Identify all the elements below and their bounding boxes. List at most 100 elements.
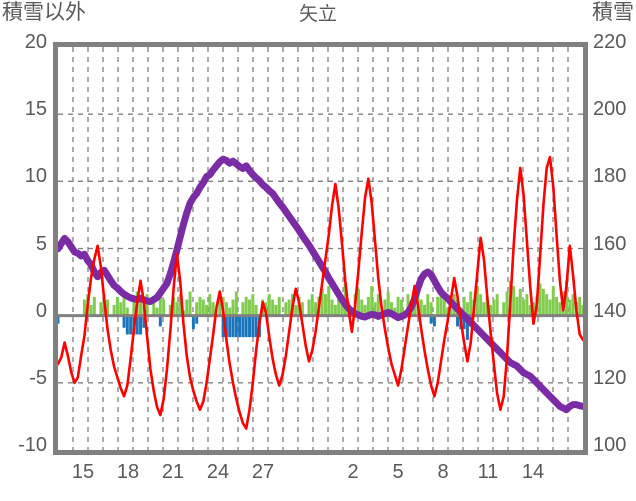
bar-2-150 xyxy=(551,286,555,316)
bar-2-65 xyxy=(271,299,275,316)
bar-2-29 xyxy=(152,299,156,316)
bar-3-52 xyxy=(228,315,232,338)
y-axis-tick-4: 0 xyxy=(35,299,47,322)
bar-2-11 xyxy=(92,296,96,316)
bar-2-138 xyxy=(512,286,516,316)
x-axis-tick-4: 27 xyxy=(251,461,275,483)
bar-2-149 xyxy=(548,299,552,316)
bar-2-18 xyxy=(115,296,119,316)
plot-area xyxy=(53,42,588,455)
bar-2-74 xyxy=(300,302,304,316)
bar-2-118 xyxy=(446,307,450,316)
bar-2-148 xyxy=(545,294,549,316)
bar-2-66 xyxy=(274,304,278,316)
bar-2-64 xyxy=(267,294,271,316)
bar-2-156 xyxy=(571,294,575,316)
bar-3-21 xyxy=(125,315,129,335)
bar-3-114 xyxy=(432,315,436,327)
bar-3-121 xyxy=(456,315,460,327)
bar-2-8 xyxy=(82,299,86,316)
y-axis-tick-6: -10 xyxy=(18,434,47,456)
bar-2-154 xyxy=(565,280,568,316)
x-axis-tick-5: 2 xyxy=(347,461,359,483)
y2-axis-tick-4: 140 xyxy=(593,299,627,322)
bar-3-24 xyxy=(135,315,139,335)
bar-2-47 xyxy=(211,302,215,316)
bar-2-136 xyxy=(505,291,509,316)
bar-2-72 xyxy=(294,304,298,316)
bar-3-124 xyxy=(465,315,469,340)
bar-2-141 xyxy=(522,299,526,316)
bar-2-143 xyxy=(528,304,532,316)
bar-2-119 xyxy=(449,302,453,316)
bar-3-41 xyxy=(191,315,195,330)
bar-2-142 xyxy=(525,294,529,316)
bar-3-51 xyxy=(224,315,228,338)
bar-2-158 xyxy=(578,296,582,316)
bar-3-26 xyxy=(142,315,146,328)
bar-2-30 xyxy=(155,307,159,316)
bar-2-113 xyxy=(429,302,433,316)
y-axis-tick-3: 5 xyxy=(35,232,47,255)
bar-2-100 xyxy=(386,291,390,316)
bar-2-78 xyxy=(314,302,318,316)
bar-2-70 xyxy=(287,299,291,316)
bar-2-54 xyxy=(234,291,238,316)
right-axis-title: 積雪 xyxy=(592,1,634,24)
bar-2-131 xyxy=(489,304,493,316)
bar-2-128 xyxy=(479,294,483,316)
bar-2-140 xyxy=(518,288,522,316)
bar-3-60 xyxy=(254,315,258,338)
plot-inner xyxy=(58,47,583,450)
y2-axis-tick-0: 220 xyxy=(593,31,627,53)
bar-3-31 xyxy=(158,315,162,327)
series-line-0 xyxy=(58,155,583,414)
bar-2-146 xyxy=(538,283,542,316)
y-axis-tick-1: 15 xyxy=(24,98,47,121)
bar-2-36 xyxy=(175,302,179,316)
bar-2-93 xyxy=(363,304,367,316)
bar-2-97 xyxy=(376,294,380,316)
bar-2-69 xyxy=(284,302,288,316)
bar-3-42 xyxy=(195,315,199,324)
bar-2-106 xyxy=(406,294,410,316)
line-series-layer xyxy=(58,155,583,430)
y2-axis-tick-1: 200 xyxy=(593,98,627,121)
bar-2-67 xyxy=(277,296,281,316)
bar-2-155 xyxy=(568,299,572,316)
bar-2-40 xyxy=(188,291,192,316)
bar-2-25 xyxy=(139,296,143,316)
bar-2-103 xyxy=(396,296,400,316)
bar-2-34 xyxy=(168,304,172,316)
y2-axis-tick-6: 100 xyxy=(593,434,627,456)
bar-2-86 xyxy=(340,296,344,316)
bar-2-117 xyxy=(442,299,446,316)
bar-3-53 xyxy=(231,315,235,338)
x-axis-tick-7: 8 xyxy=(437,461,449,483)
bar-2-92 xyxy=(360,299,364,316)
bar-3-113 xyxy=(429,315,433,324)
bar-2-52 xyxy=(228,307,232,316)
bar-2-44 xyxy=(201,299,205,316)
x-axis-tick-8: 11 xyxy=(477,461,499,483)
bar-2-43 xyxy=(198,296,202,316)
bar-2-76 xyxy=(307,299,311,316)
x-axis-tick-0: 15 xyxy=(71,461,95,483)
bar-3-20 xyxy=(122,315,126,328)
y2-axis-tick-2: 180 xyxy=(593,165,627,188)
bar-2-82 xyxy=(327,286,331,316)
bar-2-110 xyxy=(419,299,423,316)
bar-2-123 xyxy=(462,296,466,316)
bar-2-84 xyxy=(333,304,337,316)
bar-2-95 xyxy=(370,286,374,316)
bar-2-99 xyxy=(383,299,387,316)
bar-2-111 xyxy=(423,304,426,316)
bar-3-59 xyxy=(251,315,255,338)
series-line-1 xyxy=(58,155,583,430)
bar-3-57 xyxy=(244,315,248,338)
bar-2-21 xyxy=(125,307,129,316)
x-axis-tick-9: 14 xyxy=(521,461,545,483)
bar-2-58 xyxy=(248,299,251,316)
bar-2-133 xyxy=(495,294,499,316)
